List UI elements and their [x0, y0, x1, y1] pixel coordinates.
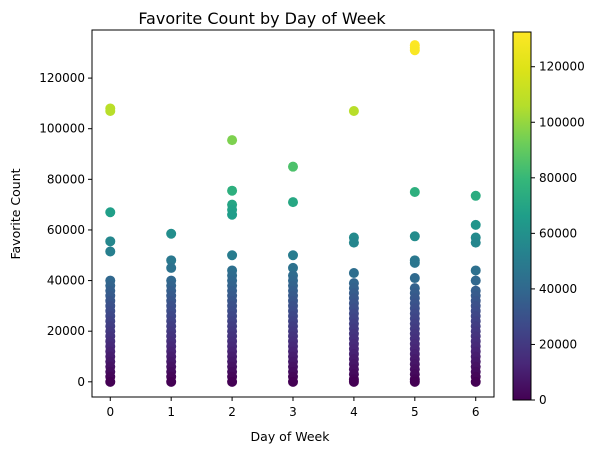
- x-tick-label: 3: [289, 405, 297, 419]
- colorbar-tick-label: 80000: [539, 171, 577, 185]
- scatter-point: [227, 250, 238, 261]
- scatter-point: [105, 246, 116, 257]
- y-tick-label: 80000: [47, 172, 85, 186]
- y-tick-label: 120000: [39, 71, 85, 85]
- scatter-point: [288, 197, 298, 208]
- y-axis-label: Favorite Count: [8, 168, 23, 259]
- plot-area-frame: [91, 29, 495, 398]
- scatter-point: [348, 267, 359, 278]
- scatter-point: [166, 228, 177, 239]
- x-tick-label: 0: [106, 405, 114, 419]
- x-tick-label: 2: [228, 405, 236, 419]
- y-axis-ticks: 0 20000 40000 60000 80000 100000 120000: [39, 71, 92, 389]
- colorbar-ticks: 0 20000 40000 60000 80000 100000 120000: [531, 60, 585, 407]
- scatter-point: [409, 273, 420, 284]
- y-tick-label: 20000: [47, 324, 85, 338]
- scatter-point: [470, 190, 481, 201]
- scatter-point: [348, 376, 359, 387]
- scatter-point: [409, 186, 420, 197]
- scatter-point: [166, 255, 177, 266]
- scatter-point: [348, 237, 359, 248]
- x-tick-label: 5: [411, 405, 419, 419]
- scatter-point: [409, 257, 420, 268]
- y-tick-label: 40000: [47, 274, 85, 288]
- scatter-point: [348, 105, 359, 116]
- scatter-point: [470, 265, 481, 276]
- scatter-point: [227, 209, 238, 220]
- scatter-point: [288, 250, 298, 261]
- scatter-point: [470, 275, 481, 286]
- scatter-point: [227, 185, 238, 196]
- scatter-point: [409, 45, 420, 56]
- scatter-points: [105, 40, 481, 387]
- scatter-point: [105, 207, 116, 218]
- scatter-point: [409, 376, 420, 387]
- x-axis-label: Day of Week: [251, 429, 331, 444]
- colorbar-tick-label: 100000: [539, 115, 585, 129]
- chart-title: Favorite Count by Day of Week: [138, 9, 386, 28]
- scatter-point: [105, 236, 116, 247]
- scatter-point: [470, 219, 481, 230]
- scatter-point: [288, 161, 298, 172]
- x-tick-label: 6: [472, 405, 480, 419]
- y-tick-label: 0: [77, 375, 85, 389]
- scatter-point: [288, 376, 298, 387]
- scatter-point: [166, 262, 177, 273]
- colorbar-tick-label: 40000: [539, 282, 577, 296]
- scatter-point: [470, 376, 481, 387]
- colorbar-tick-label: 120000: [539, 60, 585, 74]
- scatter-point: [470, 237, 481, 248]
- colorbar-tick-label: 60000: [539, 226, 577, 240]
- scatter-point: [166, 376, 177, 387]
- scatter-point: [105, 105, 116, 116]
- scatter-point: [409, 231, 420, 242]
- scatter-point: [227, 135, 238, 146]
- colorbar-tick-label: 0: [539, 393, 547, 407]
- scatter-point: [288, 262, 298, 273]
- y-tick-label: 60000: [47, 223, 85, 237]
- x-tick-label: 1: [167, 405, 175, 419]
- x-axis-ticks: 0 1 2 3 4 5 6: [106, 397, 480, 419]
- colorbar: [512, 31, 532, 401]
- y-tick-label: 100000: [39, 122, 85, 136]
- scatter-point: [105, 376, 116, 387]
- scatter-point: [227, 376, 238, 387]
- x-tick-label: 4: [350, 405, 358, 419]
- colorbar-tick-label: 20000: [539, 337, 577, 351]
